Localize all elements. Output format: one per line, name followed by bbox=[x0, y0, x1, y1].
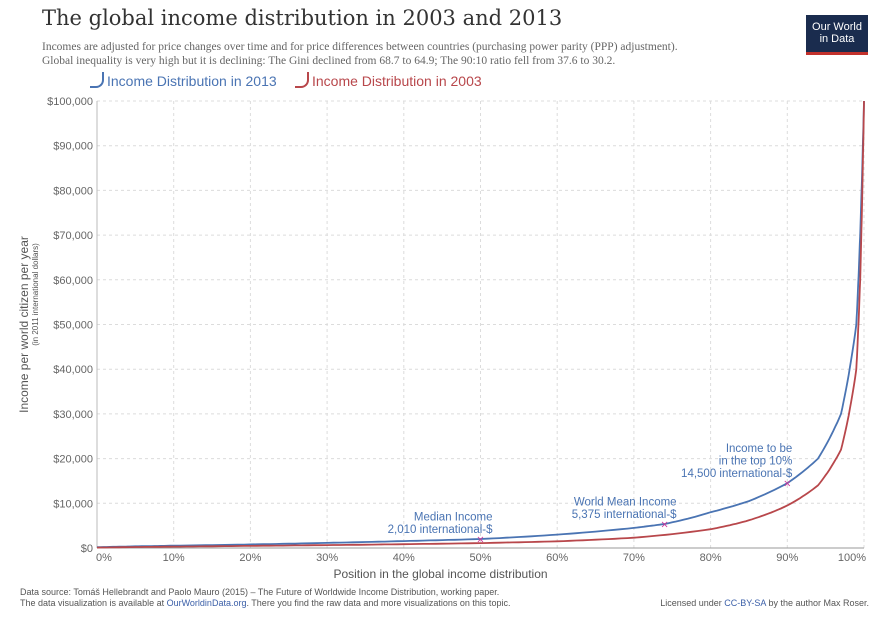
annotation-label: 5,375 international-$ bbox=[572, 509, 677, 521]
x-tick-label: 60% bbox=[546, 552, 568, 564]
x-tick-label: 90% bbox=[776, 552, 798, 564]
x-tick-label: 20% bbox=[239, 552, 261, 564]
footer-viz-suffix: . There you find the raw data and more v… bbox=[246, 598, 511, 608]
x-tick-label: 0% bbox=[96, 552, 112, 564]
y-axis-title: Income per world citizen per year bbox=[17, 236, 31, 413]
license-suffix: by the author Max Roser. bbox=[765, 598, 869, 608]
y-tick-label: $0 bbox=[81, 543, 93, 555]
x-axis-title: Position in the global income distributi… bbox=[333, 567, 547, 581]
logo-line-2: in Data bbox=[819, 33, 855, 45]
y-tick-label: $70,000 bbox=[53, 230, 93, 242]
footer-viz-line: The data visualization is available at O… bbox=[20, 598, 510, 609]
x-tick-label: 70% bbox=[623, 552, 645, 564]
subtitle-line-1: Incomes are adjusted for price changes o… bbox=[42, 41, 678, 53]
x-tick-label: 50% bbox=[469, 552, 491, 564]
y-tick-label: $10,000 bbox=[53, 498, 93, 510]
y-tick-label: $30,000 bbox=[53, 409, 93, 421]
chart-title: The global income distribution in 2003 a… bbox=[42, 6, 563, 30]
chart-subtitle: Incomes are adjusted for price changes o… bbox=[42, 40, 822, 68]
annotation-marker: × bbox=[783, 479, 791, 490]
annotation-label: Median Income bbox=[414, 512, 493, 524]
license-link[interactable]: CC-BY-SA bbox=[724, 598, 766, 608]
y-tick-label: $60,000 bbox=[53, 275, 93, 287]
footer-license: Licensed under CC-BY-SA by the author Ma… bbox=[660, 598, 869, 608]
y-tick-label: $50,000 bbox=[53, 320, 93, 332]
owid-link[interactable]: OurWorldinData.org bbox=[166, 598, 247, 608]
x-tick-label: 100% bbox=[838, 552, 866, 564]
x-tick-label: 80% bbox=[700, 552, 722, 564]
annotation-label: in the top 10% bbox=[719, 456, 793, 468]
our-world-in-data-logo[interactable]: Our World in Data bbox=[806, 15, 868, 55]
x-tick-label: 30% bbox=[316, 552, 338, 564]
footer-source-line: Data source: Tomáš Hellebrandt and Paolo… bbox=[20, 587, 500, 597]
y-tick-label: $20,000 bbox=[53, 454, 93, 466]
footer-source: Data source: Tomáš Hellebrandt and Paolo… bbox=[20, 587, 510, 609]
license-prefix: Licensed under bbox=[660, 598, 725, 608]
annotation-label: 14,500 international-$ bbox=[681, 468, 793, 480]
subtitle-line-2: Global inequality is very high but it is… bbox=[42, 55, 616, 67]
y-axis-subtitle: (in 2011 international dollars) bbox=[31, 243, 40, 346]
annotation-label: World Mean Income bbox=[574, 496, 677, 508]
legend-label-2013: Income Distribution in 2013 bbox=[107, 73, 277, 89]
series-line-2003 bbox=[96, 100, 865, 549]
legend-swatch-2013 bbox=[90, 72, 104, 88]
annotation-marker: × bbox=[660, 519, 668, 530]
y-tick-label: $80,000 bbox=[53, 185, 93, 197]
series-line-2013 bbox=[97, 100, 865, 548]
x-tick-label: 40% bbox=[393, 552, 415, 564]
y-tick-label: $90,000 bbox=[53, 141, 93, 153]
y-tick-label: $40,000 bbox=[53, 364, 93, 376]
x-tick-label: 10% bbox=[163, 552, 185, 564]
legend-swatch-2003 bbox=[295, 72, 309, 88]
legend-label-2003: Income Distribution in 2003 bbox=[312, 73, 482, 89]
annotation-label: 2,010 international-$ bbox=[388, 524, 493, 536]
logo-line-1: Our World bbox=[812, 21, 862, 33]
y-tick-label: $100,000 bbox=[47, 96, 93, 108]
annotation-label: Income to be bbox=[726, 443, 792, 455]
annotation-marker: × bbox=[476, 535, 484, 546]
footer-viz-prefix: The data visualization is available at bbox=[20, 598, 167, 608]
